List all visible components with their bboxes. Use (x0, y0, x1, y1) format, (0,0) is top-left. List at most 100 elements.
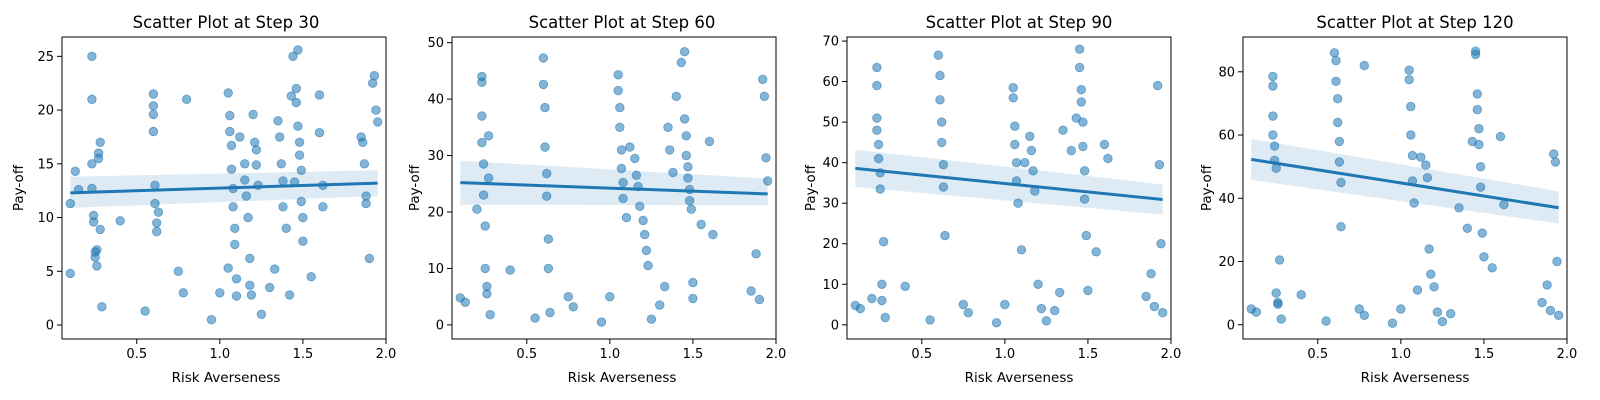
scatter-point (150, 198, 160, 209)
scatter-point (900, 281, 910, 292)
scatter-point (243, 212, 253, 223)
scatter-point (228, 202, 238, 212)
scatter-point (542, 168, 552, 179)
scatter-point (935, 70, 945, 81)
scatter-point (938, 182, 949, 192)
scatter-point (369, 70, 380, 81)
y-tick-label: 50 (822, 116, 839, 131)
scatter-point (1537, 297, 1547, 308)
scatter-point (294, 150, 305, 160)
scatter-point (1334, 157, 1345, 167)
scatter-point (668, 167, 678, 178)
scatter-point (460, 297, 471, 308)
x-tick-label: 2.0 (1557, 347, 1578, 362)
scatter-point (875, 184, 885, 194)
y-tick-label: 40 (1218, 192, 1235, 207)
x-tick-label: 0.5 (1307, 347, 1328, 362)
scatter-point (872, 125, 882, 135)
scatter-point (991, 318, 1002, 328)
scatter-point (1251, 307, 1262, 317)
x-axis-label: Risk Averseness (1361, 370, 1470, 386)
axes-frame (451, 36, 777, 340)
y-tick-label: 40 (427, 93, 444, 108)
scatter-point (148, 101, 159, 111)
scatter-point (87, 159, 97, 169)
scatter-point (148, 89, 159, 99)
y-tick-label: 5 (46, 265, 54, 280)
scatter-point (1076, 97, 1087, 107)
y-tick-label: 20 (1218, 255, 1235, 270)
scatter-point (1359, 310, 1370, 321)
scatter-point (688, 277, 698, 288)
scatter-point (1079, 194, 1090, 204)
scatter-point (1066, 145, 1077, 156)
y-tick-label: 70 (822, 35, 839, 50)
y-axis-label: Pay-off (11, 164, 27, 211)
scatter-point (688, 293, 698, 304)
scatter-point (1474, 123, 1484, 134)
scatter-point (761, 153, 771, 163)
scatter-point (281, 223, 292, 234)
scatter-point (635, 201, 645, 212)
scatter-point (246, 290, 257, 300)
scatter-point (759, 91, 770, 102)
scatter-point (1078, 141, 1088, 152)
y-tick-label: 80 (1218, 65, 1235, 80)
y-tick-label: 40 (822, 156, 839, 171)
scatter-point (293, 45, 303, 55)
scatter-point (245, 280, 255, 291)
scatter-point (472, 204, 482, 214)
scatter-point (867, 293, 877, 304)
scatter-point (1542, 280, 1552, 290)
x-axis-label: Risk Averseness (568, 370, 677, 386)
x-tick-label: 1.5 (1078, 347, 1099, 362)
scatter-point (1273, 297, 1283, 308)
scatter-point (1058, 125, 1068, 135)
x-tick-label: 0.5 (911, 347, 932, 362)
scatter-point (294, 137, 305, 148)
x-tick-label: 2.0 (376, 347, 397, 362)
scatter-point (181, 94, 192, 105)
x-tick-label: 1.0 (210, 347, 231, 362)
scatter-point (1091, 247, 1101, 257)
scatter-point (1387, 318, 1398, 328)
scatter-point (1404, 74, 1414, 85)
scatter-point (1426, 269, 1436, 279)
scatter-point (1475, 182, 1486, 192)
scatter-point (963, 308, 974, 318)
scatter-point (485, 310, 495, 320)
scatter-point (1336, 221, 1346, 232)
scatter-point (1041, 316, 1052, 326)
scatter-point (483, 173, 494, 183)
scatter-point (1545, 305, 1556, 316)
regression-line (1251, 157, 1559, 210)
scatter-point (640, 229, 650, 240)
scatter-point (1487, 263, 1497, 273)
scatter-point (477, 137, 487, 148)
scatter-point (296, 165, 307, 176)
scatter-point (646, 314, 657, 324)
scatter-point (1409, 198, 1419, 208)
scatter-point (1296, 290, 1306, 300)
scatter-point (660, 281, 670, 292)
scatter-point (872, 113, 882, 123)
x-tick-label: 1.5 (683, 347, 704, 362)
scatter-point (1157, 308, 1168, 318)
scatter-point (1025, 131, 1035, 142)
scatter-point (1421, 160, 1431, 170)
y-tick-label: 10 (37, 211, 54, 226)
scatter-point (935, 95, 945, 105)
scatter-point (877, 295, 887, 306)
scatter-point (151, 218, 162, 228)
scatter-point (148, 109, 159, 120)
scatter-point (1548, 149, 1559, 159)
scatter-point (1141, 291, 1151, 302)
scatter-point (938, 159, 949, 170)
scatter-point (65, 268, 76, 279)
x-tick-label: 0.5 (516, 347, 537, 362)
scatter-point (1011, 157, 1022, 168)
subplot-step-30: Scatter Plot at Step 30 Risk Averseness … (11, 13, 396, 386)
scatter-point (563, 292, 574, 302)
scatter-point (933, 50, 944, 60)
scatter-point (615, 122, 625, 133)
